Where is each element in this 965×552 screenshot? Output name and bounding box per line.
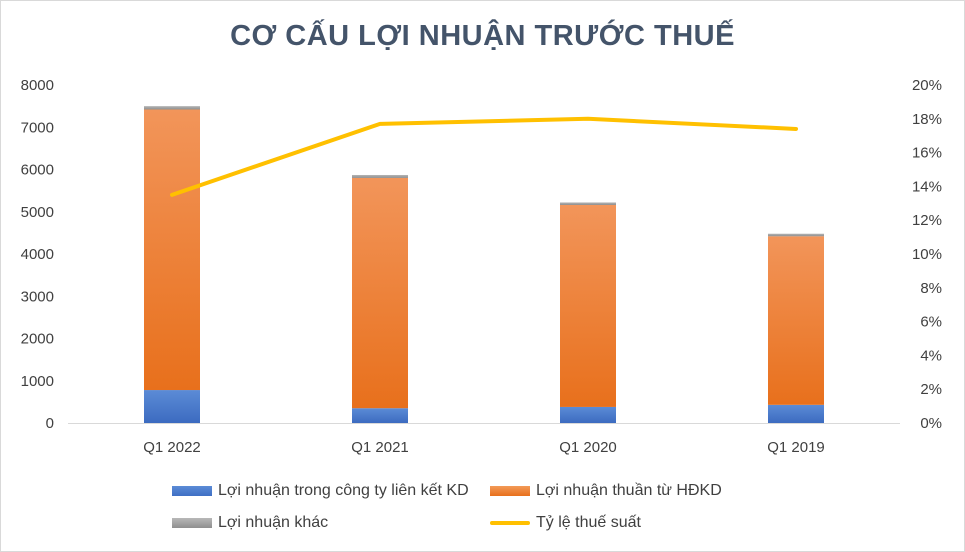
bar-segment (560, 204, 616, 407)
bar-segment (352, 408, 408, 423)
legend-item-khac: Lợi nhuận khác (172, 514, 328, 532)
bar-segment (352, 174, 408, 178)
legend-item-lien-ket: Lợi nhuận trong công ty liên kết KD (172, 482, 469, 500)
y-left-tick-label: 8000 (21, 77, 54, 94)
y-right-tick-label: 18% (912, 111, 942, 128)
legend-swatch-gray (172, 518, 212, 528)
legend-label-lien-ket: Lợi nhuận trong công ty liên kết KD (218, 482, 469, 499)
legend-item-hdkd: Lợi nhuận thuần từ HĐKD (490, 482, 722, 500)
legend-label-khac: Lợi nhuận khác (218, 514, 329, 531)
chart-title: CƠ CẤU LỢI NHUẬN TRƯỚC THUẾ (230, 20, 735, 52)
bar-segment (768, 404, 824, 423)
y-left-tick-label: 1000 (21, 373, 54, 390)
bar-segment (560, 202, 616, 205)
legend-swatch-line (490, 521, 530, 525)
legend-label-hdkd: Lợi nhuận thuần từ HĐKD (536, 482, 722, 499)
y-right-tick-label: 16% (912, 145, 942, 162)
x-tick-label: Q1 2020 (559, 439, 617, 456)
legend-swatch-orange (490, 486, 530, 496)
x-tick-label: Q1 2022 (143, 439, 201, 456)
bar-segment (352, 177, 408, 409)
legend-swatch-blue (172, 486, 212, 496)
y-left-tick-label: 7000 (21, 119, 54, 136)
bar-segment (560, 406, 616, 423)
y-left-tick-label: 4000 (21, 246, 54, 263)
y-right-tick-label: 2% (920, 381, 942, 398)
bar-segment (144, 390, 200, 423)
y-right-tick-label: 20% (912, 77, 942, 94)
bar-segment (768, 236, 824, 405)
y-left-tick-label: 6000 (21, 162, 54, 179)
y-right-tick-label: 12% (912, 212, 942, 229)
combo-chart: 0 1000 2000 3000 4000 5000 6000 7000 8000 0% 2% 4% 6… (21, 77, 942, 456)
tax-rate-line (170, 116, 798, 197)
y-left-tick-label: 2000 (21, 331, 54, 348)
y-left-tick-label: 5000 (21, 204, 54, 221)
chart-legend: Lợi nhuận trong công ty liên kết KD Lợi … (0, 478, 965, 548)
bar-segment (768, 233, 824, 237)
y-right-tick-label: 6% (920, 314, 942, 331)
y-right-tick-label: 8% (920, 280, 942, 297)
x-tick-label: Q1 2019 (767, 439, 825, 456)
bar-segment (144, 109, 200, 391)
y-right-tick-label: 4% (920, 347, 942, 364)
bar-segment (144, 106, 200, 110)
y-right-tick-label: 14% (912, 178, 942, 195)
y-left-tick-label: 0 (46, 415, 54, 432)
legend-label-thue-suat: Tỷ lệ thuế suất (536, 514, 641, 531)
y-right-tick-label: 10% (912, 246, 942, 263)
legend-item-thue-suat: Tỷ lệ thuế suất (490, 514, 641, 532)
y-right-tick-label: 0% (920, 415, 942, 432)
y-left-tick-label: 3000 (21, 288, 54, 305)
x-tick-label: Q1 2021 (351, 439, 409, 456)
